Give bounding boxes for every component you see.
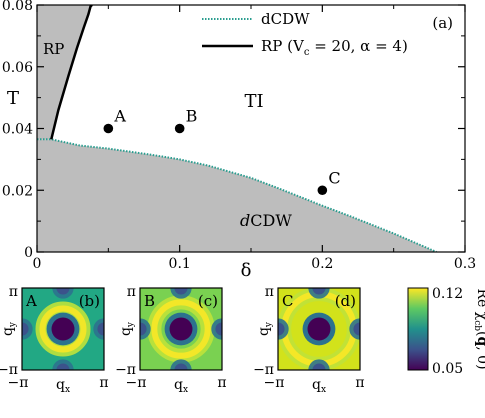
dcdw-phase-boundary-line — [37, 138, 437, 252]
heatmap-frame — [277, 287, 361, 371]
heatmap-edge-dip-core — [312, 288, 326, 295]
heatmap-y-label: qy — [118, 321, 136, 336]
state-point-a — [103, 123, 114, 134]
heatmap-y-tick-max: π — [265, 284, 274, 300]
state-point-c — [317, 185, 328, 196]
x-tick-label: 0.3 — [454, 256, 476, 272]
state-point-label: B — [186, 107, 198, 126]
heatmap-x-tick-min: −π — [8, 375, 29, 391]
dcdw-region-fill — [37, 139, 437, 252]
state-point-b — [174, 123, 185, 134]
heatmap-point-label: A — [25, 292, 37, 310]
heatmap-frame — [139, 287, 223, 371]
heatmap-ring-peak — [151, 299, 211, 359]
heatmap-edge-dip-core — [312, 363, 326, 370]
heatmap-y-label: qy — [0, 321, 18, 336]
state-point-label: C — [328, 168, 340, 187]
heatmap-x-tick-max: π — [217, 375, 226, 391]
panel-label-a: (a) — [432, 14, 453, 32]
heatmap-edge-dip-core — [140, 322, 147, 336]
colorbar-max-label: 0.12 — [432, 286, 463, 302]
heatmap-edge-dip-core — [278, 322, 285, 336]
colorbar-gradient — [407, 287, 429, 371]
heatmap-edge-dip-core — [215, 322, 222, 336]
dcdw-region-label: dCDW — [240, 211, 292, 230]
heatmap-edge-dip-core — [353, 322, 360, 336]
heatmap-y-tick-min: −π — [115, 362, 136, 378]
heatmap-image — [140, 288, 222, 370]
heatmap-panel-b: B (c) π −π−π π qx qy — [115, 284, 227, 395]
heatmap-y-label: qy — [256, 321, 274, 336]
heatmap-center-dip — [307, 317, 331, 341]
heatmap-x-tick-min: −π — [264, 375, 285, 391]
heatmap-edge-dip-core — [56, 363, 70, 370]
heatmap-panel-tag: (b) — [79, 292, 100, 310]
heatmap-x-label: qx — [56, 377, 70, 395]
heatmap-edge-dip-core — [97, 322, 104, 336]
heatmap-x-label: qx — [174, 377, 188, 395]
heatmap-frame — [21, 287, 105, 371]
y-tick-label: 0.08 — [2, 0, 33, 14]
heatmap-panel-tag: (c) — [198, 292, 218, 310]
colorbar-min-label: 0.05 — [432, 361, 463, 377]
heatmap-edge-dip-core — [174, 363, 188, 370]
x-axis-ticks: 0 0.1 0.2 0.3 — [33, 5, 476, 272]
heatmap-point-label: B — [144, 292, 155, 310]
heatmap-center-dip — [51, 317, 75, 341]
heatmap-ring-peak — [39, 305, 87, 353]
state-point-label: A — [113, 107, 126, 126]
x-tick-label: 0.1 — [169, 256, 191, 272]
heatmap-x-tick-max: π — [355, 375, 364, 391]
y-axis-label: T — [7, 88, 19, 109]
heatmap-point-label: C — [282, 292, 293, 310]
legend-rp-label: RP (Vc = 20, α = 4) — [261, 37, 408, 58]
x-tick-label: 0 — [33, 256, 42, 272]
heatmap-edge-dip-core — [174, 288, 188, 295]
rp-region-fill — [37, 5, 92, 140]
heatmap-panel-c: C (d) π −π−π π qx qy — [253, 284, 365, 395]
rp-region-label: RP — [43, 40, 64, 58]
heatmap-center-dip — [169, 317, 193, 341]
heatmap-y-tick-min: −π — [253, 362, 274, 378]
heatmap-x-label: qx — [312, 377, 326, 395]
colorbar-title: Re χcb(q, 0) — [472, 288, 485, 369]
y-tick-label: 0.06 — [2, 60, 33, 76]
y-tick-label: 0.02 — [2, 183, 33, 199]
heatmap-x-tick-max: π — [99, 375, 108, 391]
ti-region-label: TI — [244, 91, 263, 112]
x-tick-label: 0.2 — [311, 256, 333, 272]
heatmap-panel-tag: (d) — [335, 292, 356, 310]
heatmap-y-tick-max: π — [9, 284, 18, 300]
y-tick-label: 0.04 — [2, 122, 33, 138]
legend-dcdw-label: dCDW — [261, 10, 310, 28]
heatmap-edge-dip-core — [56, 288, 70, 295]
y-axis-ticks: 0 0.02 0.04 0.06 0.08 — [2, 0, 465, 261]
legend: dCDW RP (Vc = 20, α = 4) — [202, 10, 408, 58]
heatmap-image — [22, 288, 104, 370]
heatmap-y-tick-max: π — [127, 284, 136, 300]
heatmap-edge-dip-core — [22, 322, 29, 336]
heatmap-image — [278, 288, 360, 370]
state-points: A B C — [103, 107, 341, 196]
rp-phase-boundary-line — [50, 5, 93, 140]
y-tick-label: 0 — [24, 245, 33, 261]
x-axis-label: δ — [241, 260, 252, 281]
heatmap-y-tick-min: −π — [0, 362, 18, 378]
colorbar: 0.12 0.05 Re χcb(q, 0) — [407, 286, 485, 377]
heatmap-x-tick-min: −π — [126, 375, 147, 391]
phase-diagram-panel: 0 0.1 0.2 0.3 0 0.02 0.04 0.06 0.08 δ T (a) RP … — [2, 0, 476, 281]
heatmap-panel-a: A (b) π −π−π π qx qy — [0, 284, 109, 395]
